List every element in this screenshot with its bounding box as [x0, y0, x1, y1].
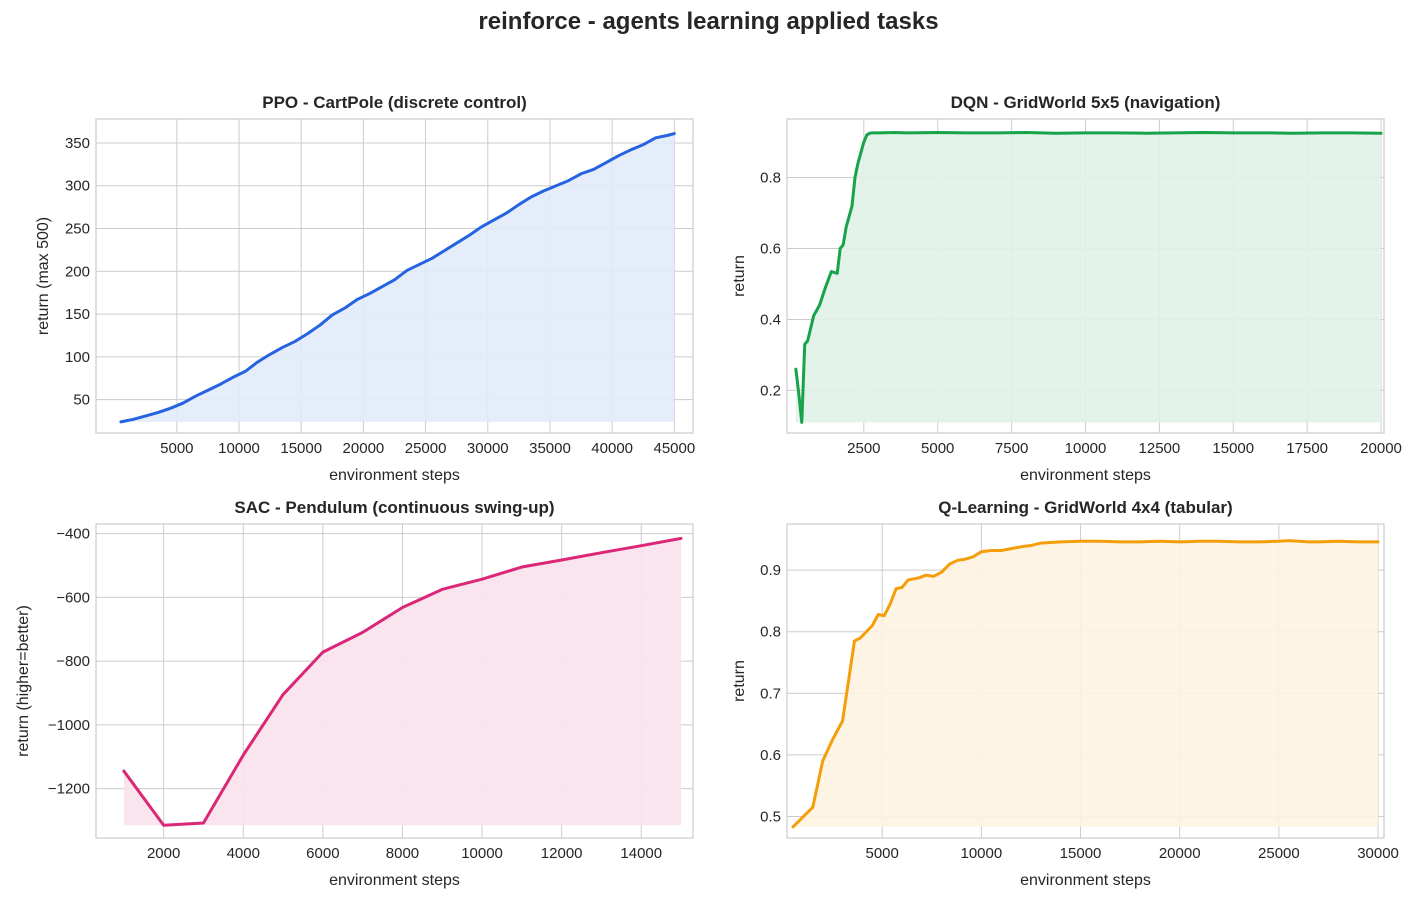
ppo-xtick-label-2: 15000 [280, 440, 322, 457]
ppo-xtick-label-6: 35000 [529, 440, 571, 457]
ppo-subplot-title: PPO - CartPole (discrete control) [262, 93, 527, 112]
sac-ytick-label-4: −400 [56, 526, 90, 543]
dqn-xtick-label-1: 5000 [921, 440, 954, 457]
dqn-xtick-label-6: 17500 [1286, 440, 1328, 457]
qlearning-x-axis-label: environment steps [1020, 872, 1151, 889]
ppo-ytick-label-1: 100 [65, 349, 90, 366]
dqn-ytick-label-2: 0.6 [760, 241, 781, 258]
ppo-ytick-label-0: 50 [73, 392, 90, 409]
qlearning-xtick-label-3: 20000 [1159, 845, 1201, 862]
ppo-xtick-label-5: 30000 [467, 440, 509, 457]
dqn-xtick-label-7: 20000 [1360, 440, 1402, 457]
sac-subplot-title: SAC - Pendulum (continuous swing-up) [234, 498, 554, 517]
qlearning-xtick-label-1: 10000 [961, 845, 1003, 862]
sac-xtick-label-3: 8000 [386, 845, 419, 862]
ppo-axes-frame [95, 118, 694, 434]
ppo-xtick-label-4: 25000 [405, 440, 447, 457]
ppo-ytick-label-6: 350 [65, 135, 90, 152]
ppo-xtick-label-3: 20000 [343, 440, 385, 457]
figure-title: reinforce - agents learning applied task… [478, 8, 939, 35]
ppo-ytick-label-4: 250 [65, 221, 90, 238]
dqn-xtick-label-5: 15000 [1212, 440, 1254, 457]
qlearning-y-axis-label: return [731, 660, 748, 702]
ppo-ytick-label-3: 200 [65, 263, 90, 280]
sac-ytick-label-2: −800 [56, 653, 90, 670]
sac-ytick-label-3: −600 [56, 589, 90, 606]
qlearning-ytick-label-2: 0.7 [760, 685, 781, 702]
sac-series-line [122, 536, 683, 827]
qlearning-area-fill [792, 540, 1379, 827]
ppo-x-axis-label: environment steps [329, 467, 460, 484]
sac-y-axis-label: return (higher=better) [15, 605, 32, 757]
ppo-xtick-label-7: 40000 [591, 440, 633, 457]
qlearning-ytick-label-0: 0.5 [760, 808, 781, 825]
qlearning-xtick-label-5: 30000 [1357, 845, 1399, 862]
dqn-xtick-label-3: 10000 [1065, 440, 1107, 457]
sac-xtick-label-1: 4000 [227, 845, 260, 862]
dqn-xtick-label-4: 12500 [1139, 440, 1181, 457]
dqn-ytick-label-3: 0.8 [760, 170, 781, 187]
sac-area-fill [123, 538, 682, 826]
subplot-sac: 2000 4000 6000 8000 10000 12000 14000 −1200 −100… [15, 498, 694, 889]
subplot-qlearning: 5000 10000 15000 20000 25000 30000 0.5 0.6 0.7 0.… [731, 498, 1399, 889]
ppo-xtick-label-1: 10000 [218, 440, 260, 457]
ppo-y-axis-label: return (max 500) [35, 217, 52, 335]
ppo-ytick-label-5: 300 [65, 178, 90, 195]
dqn-xtick-label-2: 7500 [995, 440, 1028, 457]
dqn-xtick-label-0: 2500 [847, 440, 880, 457]
dqn-axes-frame [786, 118, 1385, 434]
qlearning-ytick-label-1: 0.6 [760, 747, 781, 764]
sac-xtick-label-6: 14000 [620, 845, 662, 862]
qlearning-xtick-label-4: 25000 [1258, 845, 1300, 862]
qlearning-xtick-label-2: 15000 [1060, 845, 1102, 862]
qlearning-series-line [791, 539, 1380, 829]
sac-xtick-label-5: 12000 [541, 845, 583, 862]
sac-ytick-label-1: −1000 [48, 717, 90, 734]
sac-xtick-label-0: 2000 [147, 845, 180, 862]
qlearning-xtick-label-0: 5000 [866, 845, 899, 862]
qlearning-subplot-title: Q-Learning - GridWorld 4x4 (tabular) [938, 498, 1232, 517]
sac-xtick-label-4: 10000 [461, 845, 503, 862]
dqn-ytick-label-1: 0.4 [760, 311, 781, 328]
qlearning-axes-frame [786, 523, 1385, 839]
dqn-series-line [794, 130, 1383, 424]
dqn-area-fill [795, 132, 1382, 423]
ppo-xtick-label-0: 5000 [160, 440, 193, 457]
dqn-ytick-label-0: 0.2 [760, 382, 781, 399]
sac-axes-frame [95, 523, 694, 839]
sac-x-axis-label: environment steps [329, 872, 460, 889]
dqn-x-axis-label: environment steps [1020, 467, 1151, 484]
ppo-ytick-label-2: 150 [65, 306, 90, 323]
sac-ytick-label-0: −1200 [48, 781, 90, 798]
sac-xtick-label-2: 6000 [306, 845, 339, 862]
dqn-y-axis-label: return [731, 255, 748, 297]
qlearning-ytick-label-4: 0.9 [760, 562, 781, 579]
subplot-dqn: 2500 5000 7500 10000 12500 15000 17500 20000 0.2… [731, 93, 1402, 484]
ppo-series-line [119, 132, 676, 424]
ppo-xtick-label-8: 45000 [653, 440, 695, 457]
dqn-subplot-title: DQN - GridWorld 5x5 (navigation) [951, 93, 1221, 112]
subplot-ppo: 5000 10000 15000 20000 25000 30000 35000 40000 4… [35, 93, 695, 484]
qlearning-ytick-label-3: 0.8 [760, 624, 781, 641]
